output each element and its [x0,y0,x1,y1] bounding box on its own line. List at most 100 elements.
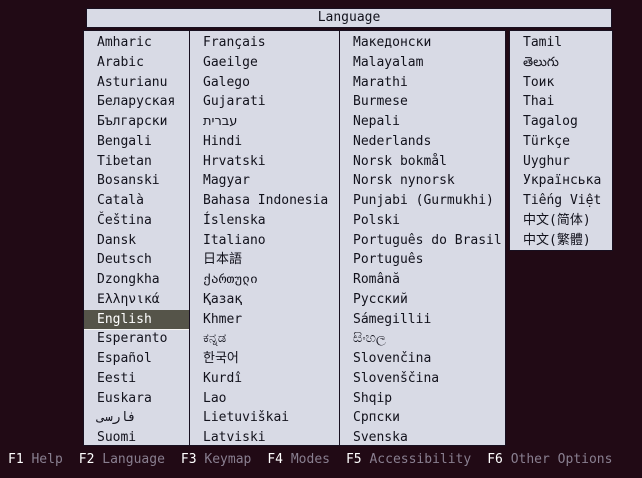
fkey-action-label: Help [31,452,63,467]
function-key-f3[interactable]: F3 Keymap [181,452,251,468]
language-option[interactable]: Türkçe [523,133,570,149]
language-option[interactable]: Polski [353,212,400,228]
language-option[interactable]: Македонски [353,35,432,50]
language-option[interactable]: Magyar [203,173,250,189]
language-option[interactable]: Português do Brasil [353,232,502,248]
language-option[interactable]: Deutsch [97,252,152,268]
language-option[interactable]: Nederlands [353,133,432,149]
fkey-name: F1 [8,452,24,467]
language-option[interactable]: Asturianu [97,74,168,90]
language-option[interactable]: Čeština [97,212,152,228]
language-option[interactable]: 中文(繁體) [523,232,591,248]
fkey-action-label: Other Options [510,452,613,467]
fkey-action-label: Accessibility [369,452,472,467]
language-option[interactable]: Română [353,272,400,287]
language-option[interactable]: Bengali [97,133,152,149]
language-option[interactable]: Burmese [353,94,408,110]
language-option[interactable]: Norsk nynorsk [353,173,455,189]
language-option[interactable]: Hindi [203,133,243,149]
language-option[interactable]: Marathi [353,74,408,90]
language-list: Amharic Arabic Asturianu Беларуская Българск… [83,30,506,446]
language-option[interactable]: Català [97,193,144,208]
language-option[interactable]: Тоик [523,74,555,90]
language-option[interactable]: فارسی [97,410,137,426]
language-option[interactable]: Dzongkha [97,272,160,287]
language-option[interactable]: Nepali [353,114,400,129]
language-option[interactable]: Lao [203,390,227,406]
fkey-name: F2 [78,452,95,467]
language-option[interactable]: Galego [203,74,250,90]
language-option[interactable]: Norsk bokmål [353,153,447,169]
language-option[interactable]: Euskara [97,390,152,406]
language-option[interactable]: 日本語 [203,252,243,268]
language-option[interactable]: Thai [523,94,555,110]
function-key-f1[interactable]: F1 Help [8,452,63,468]
language-option[interactable]: Tiếng Việt [523,193,602,208]
fkey-name: F4 [267,452,284,467]
language-option[interactable]: Slovenčina [353,351,432,366]
language-option[interactable]: Suomi [97,430,137,445]
language-option[interactable]: ಕನ್ನಡ [203,331,227,347]
language-option[interactable]: Íslenska [203,212,266,228]
function-key-f6[interactable]: F6 Other Options [487,452,612,468]
language-option[interactable]: Shqip [353,390,393,406]
language-option[interactable]: Dansk [97,232,137,248]
language-option[interactable]: Malayalam [353,54,424,70]
language-option[interactable]: Français [203,35,266,50]
language-option[interactable]: Русский [353,291,408,307]
fkey-name: F3 [180,452,197,467]
fkey-name: F5 [345,452,362,467]
language-option[interactable]: Kurdî [203,370,243,386]
page-title: Language [317,10,381,25]
function-key-f5[interactable]: F5 Accessibility [346,452,471,468]
language-option[interactable]: Tibetan [97,153,152,169]
language-option[interactable]: Gujarati [203,94,266,110]
language-option[interactable]: 한국어 [203,351,239,366]
language-option[interactable]: Uyghur [523,153,570,169]
language-option[interactable]: සිංහල [353,331,386,347]
language-option[interactable]: ქართული [203,272,258,287]
language-option[interactable]: Amharic [97,35,152,50]
language-option[interactable]: Tagalog [523,114,578,129]
language-option[interactable]: Punjabi (Gurmukhi) [353,193,494,208]
fkey-action-label: Keymap [204,452,252,467]
language-column-2: Français Gaeilge Galego Gujarati עברית Hindi H… [190,31,340,445]
language-menu-title: Language [86,8,612,28]
language-option[interactable]: 中文(简体) [523,212,591,228]
language-option[interactable]: Latviski [203,430,266,445]
language-option[interactable]: עברית [203,114,238,129]
language-column-3: Македонски Malayalam Marathi Burmese Nepali N… [340,31,505,445]
language-option[interactable]: Қазақ [203,291,243,307]
language-option[interactable]: Español [97,351,152,366]
language-column-4: Tamil తెలుగు Тоик Thai Tagalog Türkçe Uyghur Ук… [509,30,613,251]
fkey-action-label: Modes [290,452,330,467]
language-option[interactable]: Bahasa Indonesia [203,193,329,208]
language-option[interactable]: తెలుగు [523,54,559,70]
language-option[interactable]: Hrvatski [203,153,266,169]
function-key-bar: F1 Help F2 Language F3 Keymap F4 Modes F5 Ac… [8,452,642,468]
language-option-selected[interactable]: English [84,309,189,330]
language-option[interactable]: Svenska [353,430,408,445]
language-column-1: Amharic Arabic Asturianu Беларуская Българск… [84,31,190,445]
language-option[interactable]: Esperanto [97,331,168,347]
language-option[interactable]: Lietuviškai [203,410,290,426]
fkey-action-label: Language [102,452,165,467]
language-option[interactable]: Sámegillii [353,311,432,327]
language-option[interactable]: Українська [523,173,602,189]
language-option[interactable]: Беларуская [97,94,176,110]
function-key-f4[interactable]: F4 Modes [267,452,330,468]
language-option[interactable]: Ελληνικά [97,291,160,307]
language-option[interactable]: Italiano [203,232,266,248]
language-option[interactable]: Português [353,252,424,268]
language-option[interactable]: Tamil [523,35,563,50]
language-option[interactable]: Български [97,114,168,129]
language-option[interactable]: Arabic [97,54,144,70]
function-key-f2[interactable]: F2 Language [79,452,165,468]
language-option[interactable]: Gaeilge [203,54,258,70]
language-option[interactable]: Khmer [203,311,243,327]
language-option[interactable]: Eesti [97,370,137,386]
language-option[interactable]: Српски [353,410,400,426]
language-option[interactable]: Slovenščina [353,370,440,386]
language-option[interactable]: Bosanski [97,173,160,189]
